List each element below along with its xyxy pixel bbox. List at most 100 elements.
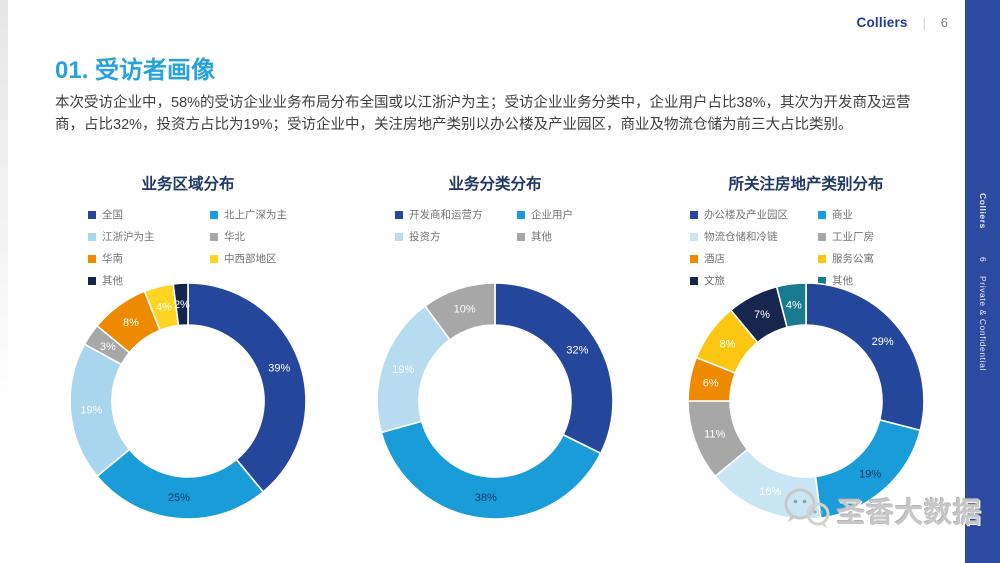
wechat-bubbles-icon: [784, 488, 830, 528]
donut-segment-label: 4%: [786, 299, 802, 311]
legend-swatch: [88, 232, 96, 241]
header-divider: |: [922, 15, 926, 30]
chart-legend: 开发商和运营方 企业用户投资方 其他: [373, 207, 617, 244]
legend-swatch: [88, 210, 96, 219]
donut-segment: [423, 282, 496, 341]
page-number: 6: [940, 15, 948, 30]
legend-swatch: [88, 254, 96, 263]
legend-label: 江浙沪为主: [102, 231, 155, 243]
sidebar-confidential-label: Private & Confidential: [978, 276, 988, 371]
chart-title: 所关注房地产类别分布: [728, 176, 884, 193]
donut-segment-label: 4%: [156, 302, 172, 314]
legend-swatch: [395, 232, 403, 241]
legend-swatch: [88, 276, 96, 285]
donut-segment-label: 38%: [475, 492, 497, 504]
donut-segment-label: 25%: [168, 492, 190, 504]
legend-item: 酒店: [690, 251, 814, 266]
donut-segment-label: 32%: [566, 345, 588, 357]
legend-label: 商业: [832, 209, 853, 221]
legend-swatch: [690, 210, 698, 219]
legend-label: 其他: [531, 231, 552, 243]
legend-swatch: [818, 210, 826, 219]
watermark: 圣香大数据: [779, 484, 982, 538]
chart-title: 业务区域分布: [141, 176, 235, 193]
colliers-logo: Colliers: [856, 15, 908, 30]
donut-segment-label: 8%: [123, 317, 139, 329]
right-sidebar: Colliers 6 Private & Confidential: [965, 0, 1000, 563]
sidebar-brand: Colliers: [978, 193, 988, 229]
donut-segment-label: 29%: [872, 336, 894, 348]
chart-legend: 办公楼及产业园区 商业物流仓储和冷链 工业厂房酒店 服务公寓文旅 其他: [684, 207, 928, 288]
page-header: Colliers | 6: [857, 15, 948, 30]
legend-swatch: [818, 276, 826, 285]
donut-segment: [187, 282, 307, 494]
legend-swatch: [210, 254, 218, 263]
donut-chart-business-category: 32% 38% 19% 10%: [376, 282, 614, 520]
donut-segment-label: 7%: [754, 309, 770, 321]
chart-legend: 全国 北上广深为主江浙沪为主 华北 华南 中西部地区其他: [66, 207, 310, 288]
donut-segment-label: 19%: [392, 364, 414, 376]
page-title: 01. 受访者画像: [55, 57, 216, 84]
donut-segment-label: 19%: [859, 468, 881, 480]
legend-swatch: [818, 254, 826, 263]
watermark-text: 圣香大数据: [837, 497, 983, 528]
legend-label: 开发商和运营方: [409, 209, 483, 221]
legend-swatch: [210, 232, 218, 241]
legend-label: 其他: [832, 275, 853, 287]
donut-segment-label: 3%: [100, 341, 116, 353]
donut-chart-business-region: 39% 25% 19% 3% 8% 4% 2%: [69, 282, 307, 520]
legend-label: 办公楼及产业园区: [704, 209, 788, 221]
donut-segment: [494, 282, 614, 455]
donut-segment-label: 16%: [759, 486, 781, 498]
donut-segment: [172, 282, 189, 327]
chart-card-property-type: 所关注房地产类别分布 办公楼及产业园区 商业物流仓储和冷链 工业厂房酒店 服务公寓文旅…: [684, 172, 928, 524]
donut-segment: [380, 420, 602, 520]
legend-label: 服务公寓: [832, 253, 874, 265]
legend-swatch: [690, 276, 698, 285]
legend-item: 物流仓储和冷链: [690, 229, 814, 244]
donut-segment-label: 8%: [720, 339, 736, 351]
legend-item: 投资方: [395, 229, 513, 244]
donut-segment-label: 11%: [704, 429, 725, 441]
legend-item: 商业: [818, 207, 928, 222]
donut-chart-property-type: 29% 19% 16% 11% 6% 8% 7% 4%: [687, 282, 925, 520]
legend-item: 华南: [88, 251, 206, 266]
chart-card-business-region: 业务区域分布 全国 北上广深为主江浙沪为主 华北 华南 中西部地区其他 39% 25% 19…: [66, 172, 310, 524]
donut-segment: [805, 282, 925, 432]
donut-segment-label: 6%: [703, 377, 719, 389]
legend-item: 其他: [818, 273, 928, 288]
page-edge-shadow: [0, 0, 8, 420]
legend-swatch: [690, 254, 698, 263]
legend-label: 其他: [102, 275, 123, 287]
legend-swatch: [690, 232, 698, 241]
legend-label: 企业用户: [531, 209, 573, 221]
donut-segment-label: 39%: [268, 363, 290, 375]
legend-label: 酒店: [704, 253, 725, 265]
donut-segment-label: 2%: [174, 299, 190, 311]
legend-item: 中西部地区: [210, 251, 310, 266]
chart-title: 业务分类分布: [448, 176, 542, 193]
legend-item: 北上广深为主: [210, 207, 310, 222]
legend-item: 办公楼及产业园区: [690, 207, 814, 222]
legend-item: 华北: [210, 229, 310, 244]
donut-segment: [775, 282, 807, 329]
legend-item: 其他: [517, 229, 617, 244]
donut-segment-label: 19%: [80, 405, 102, 417]
legend-label: 投资方: [409, 231, 441, 243]
legend-item: 文旅: [690, 273, 814, 288]
legend-label: 全国: [102, 209, 123, 221]
legend-item: 其他: [88, 273, 206, 288]
legend-label: 中西部地区: [224, 253, 277, 265]
legend-label: 物流仓储和冷链: [704, 231, 778, 243]
summary-paragraph: 本次受访企业中，58%的受访企业业务布局分布全国或以江浙沪为主；受访企业业务分类…: [55, 95, 911, 133]
legend-swatch: [517, 210, 525, 219]
legend-item: 全国: [88, 207, 206, 222]
legend-swatch: [395, 210, 403, 219]
legend-item: 工业厂房: [818, 229, 928, 244]
donut-segment-label: 10%: [454, 303, 476, 315]
legend-item: 江浙沪为主: [88, 229, 206, 244]
legend-swatch: [517, 232, 525, 241]
sidebar-page-number: 6: [978, 257, 988, 263]
legend-item: 服务公寓: [818, 251, 928, 266]
legend-swatch: [210, 210, 218, 219]
